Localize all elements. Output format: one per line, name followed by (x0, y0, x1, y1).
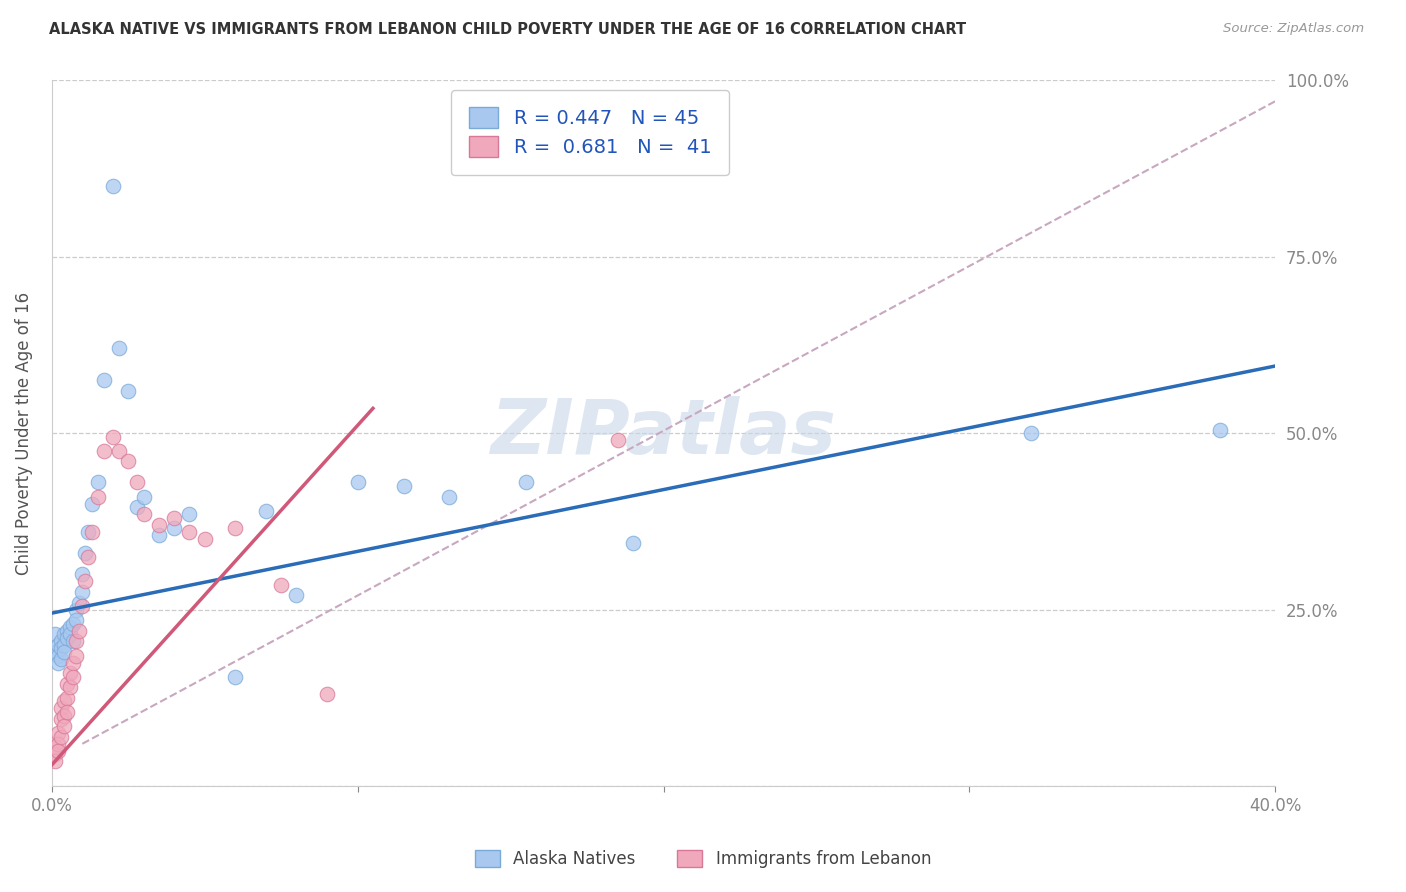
Point (59, 627, 82, 641)
Point (80, 524, 103, 539)
Point (392, 479, 415, 493)
Point (72, 567, 94, 582)
Point (53, 627, 76, 641)
Point (1209, 423, 1232, 437)
Point (49, 634, 72, 648)
Point (101, 429, 124, 443)
Point (53, 645, 76, 659)
Point (46, 648, 69, 663)
Point (194, 532, 217, 546)
Point (56, 677, 79, 691)
Point (49, 652, 72, 666)
Point (49, 712, 72, 726)
Point (56, 631, 79, 645)
Point (117, 384, 139, 398)
Point (59, 680, 82, 694)
Point (148, 528, 170, 542)
Point (93, 443, 115, 458)
Point (62, 656, 84, 670)
Point (163, 521, 186, 535)
Point (93, 373, 115, 387)
Point (65, 602, 87, 616)
Point (59, 620, 82, 634)
Point (46, 656, 69, 670)
Point (44, 627, 66, 641)
Point (606, 433, 628, 447)
Y-axis label: Child Poverty Under the Age of 16: Child Poverty Under the Age of 16 (15, 292, 32, 574)
Point (49, 730, 72, 744)
Point (65, 648, 87, 663)
Point (148, 517, 170, 532)
Point (56, 705, 79, 719)
Point (46, 638, 69, 652)
Text: ZIPatlas: ZIPatlas (491, 396, 837, 470)
Point (65, 613, 87, 627)
Point (163, 510, 186, 524)
Point (224, 670, 246, 684)
Point (44, 645, 66, 659)
Point (285, 589, 308, 603)
Point (62, 616, 84, 631)
Point (270, 578, 292, 592)
Point (254, 504, 277, 518)
Point (44, 755, 66, 769)
Point (46, 744, 69, 758)
Point (53, 719, 76, 733)
Point (108, 341, 131, 355)
Point (56, 624, 79, 638)
Point (56, 690, 79, 705)
Point (179, 508, 201, 522)
Point (44, 740, 66, 755)
Point (86, 490, 108, 504)
Point (132, 508, 155, 522)
Point (77, 549, 100, 564)
Point (62, 634, 84, 648)
Point (75, 546, 97, 560)
Point (49, 701, 72, 715)
Point (44, 747, 66, 762)
Point (53, 708, 76, 723)
Point (67, 595, 90, 609)
Point (439, 490, 461, 504)
Point (75, 574, 97, 589)
Point (1019, 425, 1042, 440)
Point (346, 475, 368, 490)
Point (316, 687, 339, 701)
Point (59, 666, 82, 681)
Point (86, 475, 108, 490)
Point (46, 726, 69, 740)
Point (132, 490, 155, 504)
Point (49, 641, 72, 656)
Point (80, 497, 103, 511)
Point (224, 521, 246, 535)
Text: ALASKA NATIVE VS IMMIGRANTS FROM LEBANON CHILD POVERTY UNDER THE AGE OF 16 CORRE: ALASKA NATIVE VS IMMIGRANTS FROM LEBANON… (49, 22, 966, 37)
Legend: R = 0.447   N = 45, R =  0.681   N =  41: R = 0.447 N = 45, R = 0.681 N = 41 (451, 90, 728, 175)
Point (53, 694, 76, 708)
Point (117, 454, 139, 468)
Point (515, 475, 537, 490)
Point (72, 585, 94, 599)
Text: Source: ZipAtlas.com: Source: ZipAtlas.com (1223, 22, 1364, 36)
Point (127, 500, 149, 515)
Point (77, 524, 100, 539)
Legend: Alaska Natives, Immigrants from Lebanon: Alaska Natives, Immigrants from Lebanon (468, 843, 938, 875)
Point (127, 475, 149, 490)
Point (62, 670, 84, 684)
Point (101, 178, 124, 193)
Point (108, 443, 131, 458)
Point (53, 638, 76, 652)
Point (67, 624, 90, 638)
Point (72, 599, 94, 613)
Point (46, 737, 69, 751)
Point (179, 524, 201, 539)
Point (621, 535, 644, 549)
Point (65, 634, 87, 648)
